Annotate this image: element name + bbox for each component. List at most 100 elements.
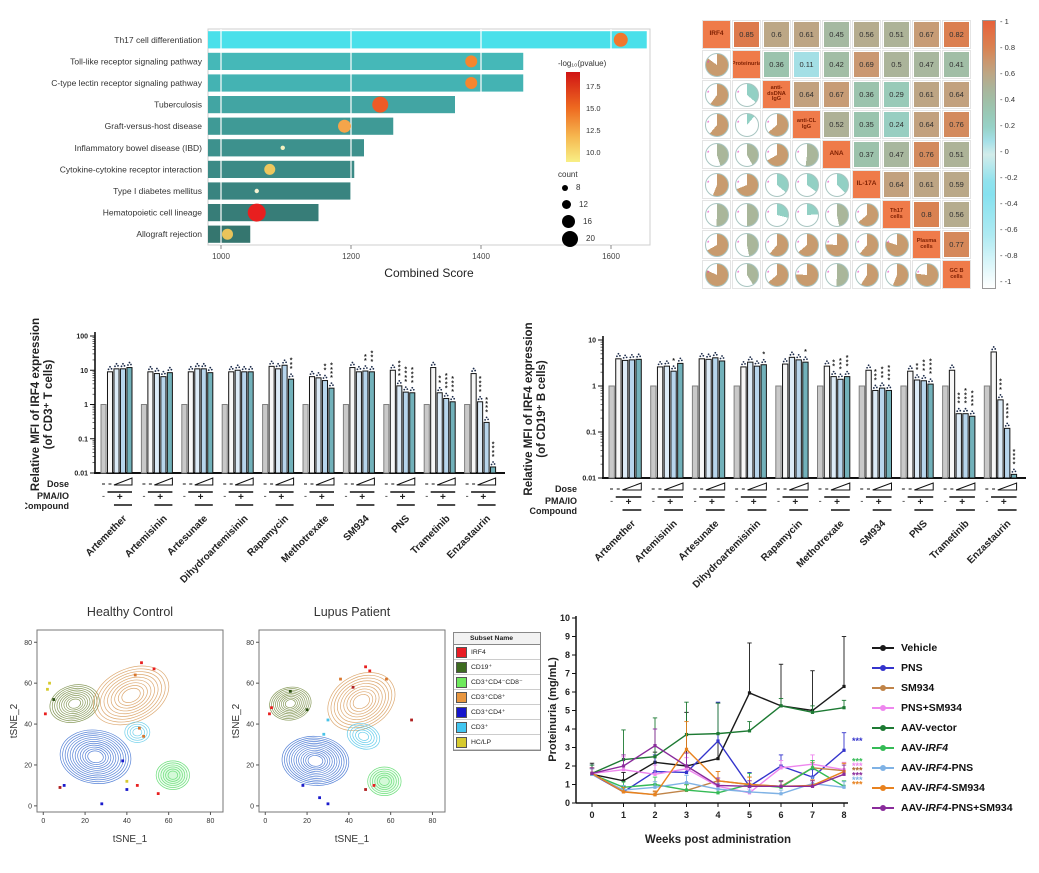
contour-ring <box>369 768 400 794</box>
pmaio-minus: - <box>142 491 145 501</box>
pmaio-minus: - <box>264 491 267 501</box>
data-point <box>632 355 635 358</box>
data-point <box>924 376 927 379</box>
pathway-bar <box>208 117 394 135</box>
pie-sig-mark: * <box>887 271 890 277</box>
subset-label: CD19⁺ <box>471 664 492 671</box>
subset-swatch-icon <box>456 721 467 733</box>
contour-ring <box>162 766 183 784</box>
data-point <box>443 395 446 397</box>
x-axis-title: Combined Score <box>384 266 474 280</box>
pie-sig-mark: * <box>857 241 860 247</box>
y-tick-label: 2 <box>565 761 570 771</box>
sig-star: * <box>364 358 367 365</box>
dose-triangle-icon <box>622 482 642 491</box>
legend-line-icon <box>872 685 894 691</box>
contour-ring <box>275 691 306 716</box>
compound-label: Artemisinin <box>123 513 170 560</box>
data-point <box>994 348 997 350</box>
cell-dot <box>268 712 271 716</box>
y-tick-label: 7 <box>565 669 570 679</box>
y-tick-label: 0.01 <box>582 476 596 483</box>
data-point <box>671 367 673 370</box>
panel-mfi-t-cells: 100 10 1 0.1 0.01- + Artemether - + Artemisinin - +… <box>22 308 515 598</box>
series-marker <box>653 744 657 748</box>
data-point <box>248 368 251 371</box>
corr-pie <box>734 82 759 107</box>
contour-ring <box>63 695 86 713</box>
data-point <box>291 375 294 378</box>
data-point <box>446 394 449 397</box>
data-point <box>317 371 320 374</box>
sig-star: * <box>846 364 849 371</box>
data-point <box>874 384 877 387</box>
legend-label: SM934 <box>901 682 935 694</box>
corr-value: 0.64 <box>949 90 964 99</box>
y-tick-label: 0.1 <box>586 430 596 437</box>
contour-ring <box>117 685 145 706</box>
data-point <box>411 386 414 389</box>
legend-item: Vehicle <box>872 638 1037 658</box>
x-tick-label: 0 <box>41 818 45 825</box>
x-tick-label: 6 <box>778 810 783 820</box>
data-point <box>399 381 402 384</box>
data-point <box>324 374 326 377</box>
series-marker <box>684 770 689 775</box>
pmaio-plus: + <box>319 492 325 503</box>
sig-star: * <box>1006 411 1009 418</box>
sig-star: * <box>364 354 367 361</box>
data-point <box>707 353 710 356</box>
corr-pie-cell: * <box>792 140 821 169</box>
cell-dot <box>125 779 129 783</box>
data-point <box>951 364 953 367</box>
data-point <box>282 361 284 364</box>
series-marker <box>653 755 657 759</box>
legend-line-icon <box>872 705 894 711</box>
y-tick-label: 80 <box>24 640 32 647</box>
data-point <box>409 389 412 392</box>
corr-value-cell: 0.76 <box>942 110 971 139</box>
sig-star: * <box>370 355 373 362</box>
dose-triangle-icon <box>830 482 851 491</box>
corr-value: 0.36 <box>769 60 784 69</box>
panel-proteinuria: 0 1 2 3 4 5 6 7 8 9 10 0 1 2 3 4 5 6 7 8 *** *** *** *** *** *** *… <box>542 598 1039 870</box>
panel-pathway-enrichment: Th17 cell differentiation Toll-like recep… <box>18 15 683 303</box>
data-point <box>472 367 475 370</box>
sig-star: * <box>964 401 967 408</box>
series-marker <box>653 772 657 776</box>
data-point <box>204 364 207 367</box>
data-point <box>963 410 965 413</box>
mfi-bar <box>927 383 934 479</box>
corr-value-square: 0.51 <box>884 22 909 47</box>
sig-star: * <box>922 364 925 371</box>
cell-dot <box>364 665 367 669</box>
data-point <box>471 370 474 372</box>
corr-value-square: 0.76 <box>914 142 939 167</box>
score-dot <box>613 32 628 47</box>
mfi-bar <box>383 404 390 474</box>
mfi-bar <box>321 380 329 474</box>
corr-variable-name: ANA <box>829 150 844 158</box>
sig-annotation: *** <box>852 780 863 790</box>
data-point <box>369 368 372 371</box>
corr-value-square: 0.29 <box>884 82 909 107</box>
compound-label: Trametinib <box>409 513 453 557</box>
data-point <box>699 355 702 358</box>
sig-star: * <box>451 376 454 383</box>
corr-pie-cell: * <box>792 260 821 289</box>
data-point <box>757 362 760 365</box>
pmaio-plus: + <box>278 492 284 503</box>
corr-pie <box>794 202 819 227</box>
pvalue-legend-title: -log₁₀(pvalue) <box>558 59 607 68</box>
pmaio-minus: - <box>819 496 822 506</box>
contour-ring <box>79 744 112 769</box>
corr-value: 0.52 <box>829 120 844 129</box>
mfi-bar <box>747 361 754 479</box>
sig-star: * <box>964 392 967 399</box>
data-point <box>677 359 680 362</box>
compound-label: Artesunate <box>677 518 722 563</box>
data-point <box>709 355 711 358</box>
data-point <box>277 362 279 365</box>
cell-dot <box>364 788 367 791</box>
